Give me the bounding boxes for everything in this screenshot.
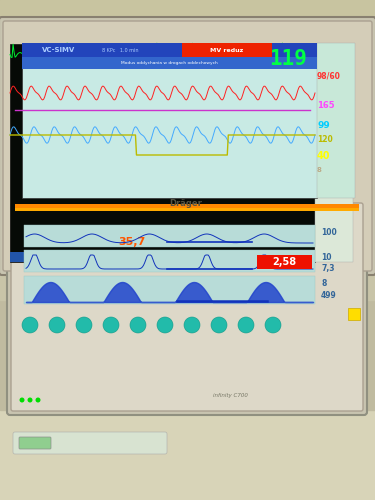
Circle shape bbox=[49, 317, 65, 333]
Bar bbox=[22, 43, 317, 57]
Text: 98/60: 98/60 bbox=[317, 72, 341, 80]
Text: 499: 499 bbox=[321, 291, 337, 300]
Text: Infinity C700: Infinity C700 bbox=[265, 267, 305, 272]
Circle shape bbox=[157, 317, 173, 333]
Text: 8: 8 bbox=[321, 279, 326, 288]
Text: infinity C700: infinity C700 bbox=[213, 392, 248, 398]
Bar bbox=[15, 204, 359, 211]
Bar bbox=[10, 44, 315, 262]
Text: 165: 165 bbox=[317, 102, 334, 110]
Text: 8: 8 bbox=[317, 167, 322, 173]
Ellipse shape bbox=[100, 274, 140, 296]
Text: 2,58: 2,58 bbox=[272, 257, 296, 267]
Circle shape bbox=[103, 317, 119, 333]
Circle shape bbox=[211, 317, 227, 333]
Circle shape bbox=[22, 317, 38, 333]
Bar bbox=[0, 90, 375, 410]
FancyBboxPatch shape bbox=[3, 21, 372, 271]
Bar bbox=[24, 225, 315, 247]
Text: 10: 10 bbox=[321, 253, 332, 262]
Bar bbox=[24, 250, 315, 272]
Text: MV reduz: MV reduz bbox=[210, 48, 244, 52]
Circle shape bbox=[265, 317, 281, 333]
Text: 119: 119 bbox=[269, 49, 307, 69]
Bar bbox=[315, 44, 353, 262]
Text: 99: 99 bbox=[317, 122, 330, 130]
Ellipse shape bbox=[185, 279, 215, 295]
Bar bbox=[24, 276, 315, 304]
Ellipse shape bbox=[142, 273, 177, 291]
Text: Infinity C700: Infinity C700 bbox=[60, 262, 95, 267]
Circle shape bbox=[20, 398, 24, 402]
Circle shape bbox=[130, 317, 146, 333]
Bar bbox=[317, 43, 355, 198]
Bar bbox=[22, 43, 317, 198]
Bar bbox=[10, 252, 110, 262]
FancyBboxPatch shape bbox=[0, 17, 375, 275]
Text: 40: 40 bbox=[317, 151, 330, 161]
Circle shape bbox=[238, 317, 254, 333]
Bar bbox=[348, 308, 360, 320]
Bar bbox=[0, 405, 375, 500]
Bar bbox=[182, 43, 272, 57]
Bar bbox=[15, 208, 359, 211]
Text: 120: 120 bbox=[317, 136, 333, 144]
Text: VC-SIMV: VC-SIMV bbox=[42, 47, 75, 53]
Text: 100: 100 bbox=[321, 228, 337, 237]
Bar bbox=[22, 57, 317, 69]
FancyBboxPatch shape bbox=[7, 199, 367, 415]
Circle shape bbox=[36, 398, 40, 402]
Text: Dräger: Dräger bbox=[170, 200, 202, 208]
Text: Modus oddychania w drogach oddechowych: Modus oddychania w drogach oddechowych bbox=[121, 61, 218, 65]
FancyBboxPatch shape bbox=[13, 432, 167, 454]
FancyBboxPatch shape bbox=[19, 437, 51, 449]
Bar bbox=[0, 262, 375, 300]
Text: 7,3: 7,3 bbox=[321, 264, 334, 273]
Text: 8 KPc   1.0 min: 8 KPc 1.0 min bbox=[102, 48, 138, 52]
FancyBboxPatch shape bbox=[11, 203, 363, 411]
Bar bbox=[257, 255, 312, 269]
Circle shape bbox=[76, 317, 92, 333]
Text: 35,7: 35,7 bbox=[118, 237, 146, 247]
Circle shape bbox=[184, 317, 200, 333]
Circle shape bbox=[27, 398, 33, 402]
